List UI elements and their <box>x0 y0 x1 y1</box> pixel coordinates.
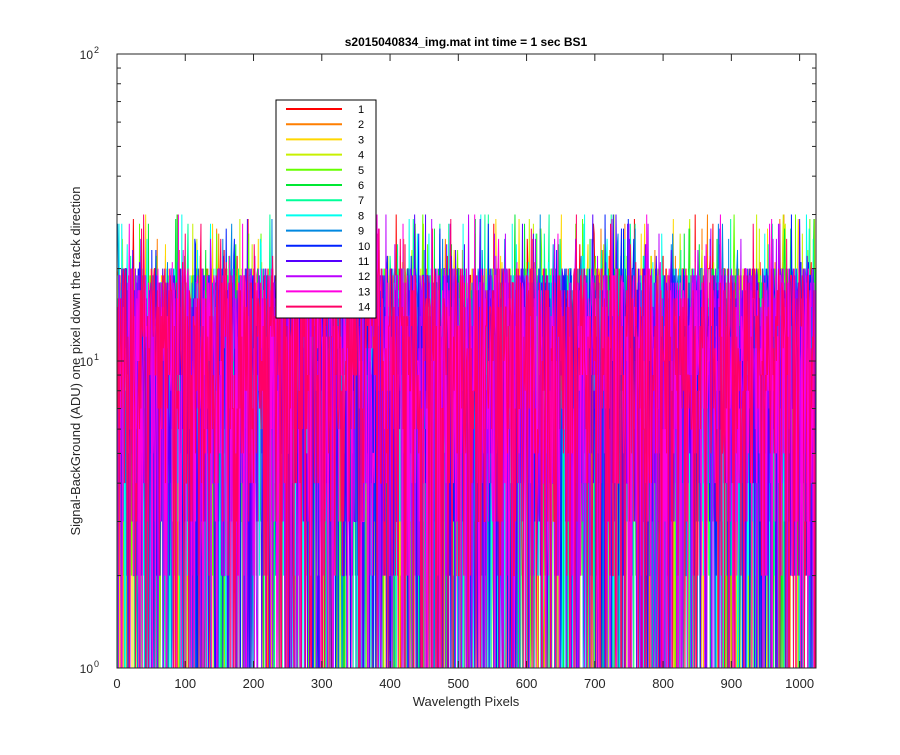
chart-title: s2015040834_img.mat int time = 1 sec BS1 <box>345 35 588 49</box>
legend-item-9: 9 <box>286 226 364 238</box>
x-tick-label: 300 <box>311 676 333 691</box>
x-tick-label: 900 <box>721 676 743 691</box>
series-layer <box>117 214 816 668</box>
legend-item-11: 11 <box>286 256 369 268</box>
y-tick-label-base: 10 <box>80 662 94 676</box>
legend-label: 13 <box>358 286 370 298</box>
legend-label: 8 <box>358 210 364 222</box>
y-tick-label-exponent: 1 <box>94 352 99 362</box>
legend-item-12: 12 <box>286 271 370 283</box>
legend-label: 10 <box>358 241 370 253</box>
legend-label: 4 <box>358 150 364 162</box>
y-tick-label: 10 1 <box>80 352 99 369</box>
x-tick-label: 1000 <box>785 676 814 691</box>
legend-label: 11 <box>358 256 369 268</box>
series-line-14 <box>117 214 816 668</box>
y-tick-label-exponent: 2 <box>94 45 99 55</box>
x-tick-label: 500 <box>447 676 469 691</box>
legend-item-13: 13 <box>286 286 370 298</box>
legend-item-4: 4 <box>286 150 364 162</box>
legend-label: 5 <box>358 165 364 177</box>
y-tick-label: 10 2 <box>80 45 99 62</box>
legend-item-3: 3 <box>286 134 364 146</box>
axis-ticks <box>116 54 816 669</box>
legend-item-10: 10 <box>286 241 370 253</box>
y-tick-label-base: 10 <box>80 355 94 369</box>
x-tick-label: 0 <box>113 676 120 691</box>
legend-label: 6 <box>358 180 364 192</box>
legend-label: 3 <box>358 134 364 146</box>
x-axis-label: Wavelength Pixels <box>413 694 520 709</box>
y-axis-label: Signal-BackGround (ADU) one pixel down t… <box>68 186 83 535</box>
y-tick-label-exponent: 0 <box>94 659 99 669</box>
x-tick-label: 200 <box>243 676 265 691</box>
legend-label: 7 <box>358 195 364 207</box>
x-tick-label: 800 <box>652 676 674 691</box>
y-tick-label-base: 10 <box>80 48 94 62</box>
y-tick-label: 10 0 <box>80 659 99 676</box>
legend-item-8: 8 <box>286 210 364 222</box>
legend-label: 2 <box>358 119 364 131</box>
legend-box <box>275 99 377 319</box>
x-tick-labels: 0 100 200 300 400 500 600 700 800 900 1000 <box>113 676 814 691</box>
legend-item-5: 5 <box>286 165 364 177</box>
legend-label: 1 <box>358 104 364 116</box>
legend-item-6: 6 <box>286 180 364 192</box>
legend-label: 9 <box>358 226 364 238</box>
x-tick-label: 600 <box>516 676 538 691</box>
legend-label: 14 <box>358 302 370 314</box>
legend-label: 12 <box>358 271 370 283</box>
legend-item-7: 7 <box>286 195 364 207</box>
legend-item-2: 2 <box>286 119 364 131</box>
legend-item-1: 1 <box>286 104 364 116</box>
legend-item-14: 14 <box>286 302 370 314</box>
x-tick-label: 100 <box>174 676 196 691</box>
x-tick-label: 700 <box>584 676 606 691</box>
x-tick-label: 400 <box>379 676 401 691</box>
